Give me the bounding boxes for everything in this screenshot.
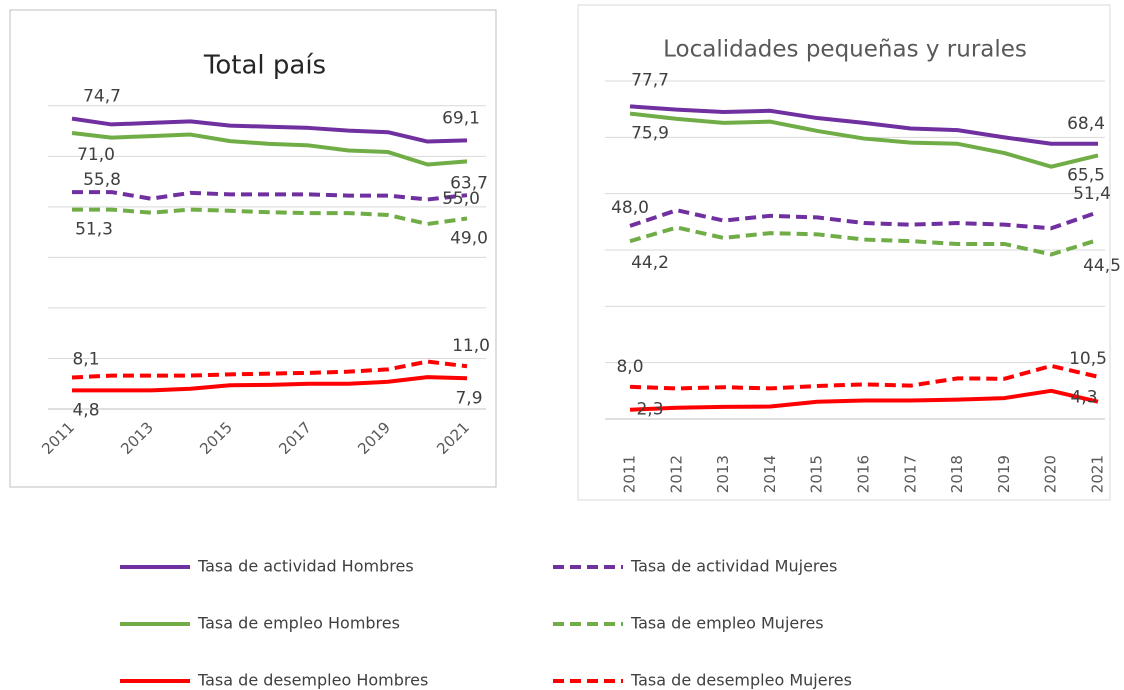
data-label: 48,0 (611, 198, 649, 218)
data-label: 7,9 (455, 388, 482, 408)
data-label: 4,8 (72, 400, 99, 420)
series-line (72, 207, 468, 226)
data-label: 77,7 (631, 70, 669, 90)
x-tick-label: 2016 (855, 455, 873, 493)
data-label: 4,3 (1070, 388, 1097, 408)
x-tick-label: 2021 (1089, 455, 1107, 493)
x-tick-label: 2012 (667, 455, 685, 493)
x-tick-label: 2018 (948, 455, 966, 493)
data-label: 49,0 (450, 229, 488, 249)
data-label: 51,3 (75, 220, 113, 240)
x-tick-label: 2019 (995, 455, 1013, 493)
data-label: 2,3 (636, 400, 663, 420)
right-panel (577, 4, 1111, 501)
left-panel (9, 9, 497, 488)
x-tick-label: 2020 (1042, 455, 1060, 493)
series-line (629, 225, 1099, 257)
data-label: 44,5 (1083, 256, 1121, 276)
x-tick-label: 2011 (621, 455, 639, 493)
series-line (629, 111, 1099, 169)
series-line (71, 131, 468, 167)
x-tick-label: 2017 (901, 455, 919, 493)
legend-label: Tasa de actividad Hombres (197, 557, 414, 576)
legend-label: Tasa de empleo Hombres (197, 614, 400, 633)
series-line (629, 388, 1099, 412)
data-label: 44,2 (631, 253, 669, 273)
x-tick-label: 2015 (808, 455, 826, 493)
data-label: 65,5 (1067, 165, 1105, 185)
data-label: 55,0 (442, 189, 480, 209)
series-line (629, 104, 1098, 146)
data-label: 74,7 (83, 87, 121, 107)
series-line (629, 208, 1099, 231)
series-line (71, 116, 468, 144)
legend-label: Tasa de empleo Mujeres (630, 614, 824, 633)
data-label: 71,0 (77, 145, 115, 165)
data-label: 11,0 (452, 336, 490, 356)
legend-label: Tasa de actividad Mujeres (630, 557, 837, 576)
legend-label: Tasa de desempleo Mujeres (630, 671, 852, 690)
data-label: 8,0 (616, 357, 643, 377)
legend-label: Tasa de desempleo Hombres (197, 671, 428, 690)
series-line (72, 375, 468, 393)
chart-title: Localidades pequeñas y rurales (663, 37, 1027, 63)
data-label: 68,4 (1067, 114, 1105, 134)
x-tick-label: 2014 (761, 455, 779, 493)
series-line (72, 190, 468, 202)
data-label: 63,7 (450, 173, 488, 193)
data-label: 69,1 (442, 108, 480, 128)
series-line (71, 359, 468, 380)
data-label: 75,9 (631, 124, 669, 144)
series-line (629, 363, 1099, 391)
chart-title: Total país (203, 51, 326, 81)
data-label: 8,1 (72, 350, 99, 370)
data-label: 51,4 (1073, 184, 1111, 204)
data-label: 55,8 (83, 170, 121, 190)
x-tick-label: 2013 (714, 455, 732, 493)
data-label: 10,5 (1069, 349, 1107, 369)
